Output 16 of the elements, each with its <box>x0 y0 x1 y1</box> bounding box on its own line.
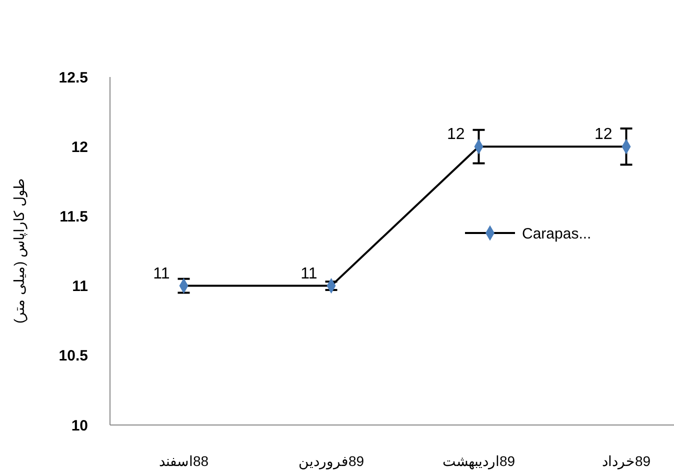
x-tick-label: 89فروردین <box>298 453 364 470</box>
y-tick-label: 11 <box>72 278 88 296</box>
x-tick-label: 89اردیبهشت <box>442 453 516 470</box>
data-label: 11 <box>153 265 170 282</box>
y-axis-title: طول کاراپاس (میلی متر) <box>11 178 28 324</box>
data-label: 12 <box>594 126 612 144</box>
x-tick-label: 88اسفند <box>158 453 209 469</box>
x-tick-label: 89خرداد <box>602 453 651 470</box>
data-label: 11 <box>300 265 318 282</box>
y-tick-label: 12.5 <box>58 69 88 86</box>
y-tick-label: 12 <box>71 138 88 156</box>
y-tick-label: 10.5 <box>58 348 88 365</box>
data-label: 12 <box>446 126 465 144</box>
legend-label: Carapas... <box>522 225 592 242</box>
y-tick-label: 10 <box>71 417 88 434</box>
y-tick-label: 11.5 <box>60 208 88 226</box>
